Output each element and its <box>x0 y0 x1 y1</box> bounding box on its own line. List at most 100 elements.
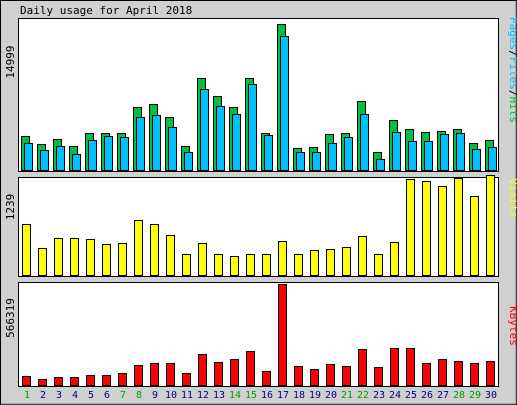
bar-kbytes-day-29 <box>470 363 479 386</box>
day-label-22: 22 <box>357 390 369 401</box>
bar-files-day-21 <box>344 137 353 171</box>
ymax-label-pages-files-hits: 14999 <box>4 45 17 78</box>
bar-kbytes-day-19 <box>310 369 319 386</box>
day-label-30: 30 <box>485 390 497 401</box>
bar-kbytes-day-28 <box>454 361 463 386</box>
bar-kbytes-day-22 <box>358 349 367 386</box>
series-label-part: Files <box>507 57 517 90</box>
series-label-part: Visits <box>507 178 517 218</box>
bar-files-day-20 <box>328 143 337 171</box>
bar-kbytes-day-8 <box>134 365 143 386</box>
bar-kbytes-day-4 <box>70 377 79 386</box>
bar-files-day-19 <box>312 152 321 171</box>
series-label-part: Hits <box>507 97 517 124</box>
day-label-6: 6 <box>104 390 110 401</box>
bar-files-day-26 <box>424 141 433 171</box>
bar-files-day-27 <box>440 134 449 171</box>
bar-kbytes-day-30 <box>486 361 495 386</box>
day-label-21: 21 <box>341 390 353 401</box>
day-label-7: 7 <box>120 390 126 401</box>
bar-visits-day-12 <box>198 243 207 276</box>
series-label-part: / <box>507 90 517 97</box>
day-label-12: 12 <box>197 390 209 401</box>
bar-files-day-22 <box>360 114 369 171</box>
bar-visits-day-20 <box>326 249 335 276</box>
bar-kbytes-day-10 <box>166 363 175 386</box>
bar-files-day-17 <box>280 36 289 171</box>
bar-files-day-13 <box>216 106 225 171</box>
day-label-26: 26 <box>421 390 433 401</box>
bar-kbytes-day-1 <box>22 376 31 386</box>
day-label-25: 25 <box>405 390 417 401</box>
bar-visits-day-4 <box>70 238 79 276</box>
ymax-label-kbytes: 566319 <box>4 298 17 338</box>
series-label-part: KBytes <box>507 306 517 346</box>
bar-kbytes-day-11 <box>182 373 191 386</box>
bar-kbytes-day-2 <box>38 379 47 386</box>
day-label-4: 4 <box>72 390 78 401</box>
panel-kbytes <box>18 282 499 387</box>
day-label-19: 19 <box>309 390 321 401</box>
bar-kbytes-day-6 <box>102 375 111 386</box>
bar-kbytes-day-7 <box>118 373 127 386</box>
day-label-17: 17 <box>277 390 289 401</box>
bar-files-day-12 <box>200 89 209 171</box>
bar-files-day-18 <box>296 152 305 171</box>
day-label-2: 2 <box>40 390 46 401</box>
bar-files-day-4 <box>72 154 81 171</box>
bar-visits-day-11 <box>182 254 191 276</box>
bars-layer <box>21 24 497 386</box>
series-label-kbytes: KBytes <box>507 306 517 346</box>
bar-kbytes-day-16 <box>262 371 271 386</box>
bar-visits-day-28 <box>454 178 463 276</box>
bar-files-day-29 <box>472 149 481 171</box>
bar-visits-day-19 <box>310 250 319 276</box>
panel-pages-files-hits <box>18 18 499 172</box>
panel-visits <box>18 177 499 277</box>
bar-files-day-8 <box>136 117 145 171</box>
series-label-visits: Visits <box>507 178 517 218</box>
bar-files-day-5 <box>88 140 97 171</box>
day-label-20: 20 <box>325 390 337 401</box>
labels-layer: 14999Pages/Files/Hits1239Visits566319KBy… <box>4 17 517 401</box>
bar-files-day-28 <box>456 133 465 171</box>
day-label-24: 24 <box>389 390 401 401</box>
bar-visits-day-18 <box>294 254 303 276</box>
bar-kbytes-day-14 <box>230 359 239 386</box>
ymax-label-visits: 1239 <box>4 194 17 221</box>
bar-files-day-16 <box>264 135 273 171</box>
day-label-29: 29 <box>469 390 481 401</box>
bar-files-day-24 <box>392 132 401 171</box>
bar-kbytes-day-25 <box>406 348 415 386</box>
day-label-1: 1 <box>24 390 30 401</box>
bar-files-day-3 <box>56 146 65 171</box>
bar-visits-day-16 <box>262 254 271 276</box>
bar-files-day-9 <box>152 115 161 171</box>
bar-visits-day-30 <box>486 175 495 276</box>
bar-visits-day-15 <box>246 254 255 276</box>
bar-visits-day-29 <box>470 196 479 276</box>
day-label-9: 9 <box>152 390 158 401</box>
bar-files-day-15 <box>248 84 257 171</box>
day-label-14: 14 <box>229 390 241 401</box>
day-label-27: 27 <box>437 390 449 401</box>
bar-kbytes-day-5 <box>86 375 95 386</box>
bar-kbytes-day-24 <box>390 348 399 386</box>
day-label-28: 28 <box>453 390 465 401</box>
day-label-5: 5 <box>88 390 94 401</box>
bar-visits-day-1 <box>22 224 31 276</box>
bar-visits-day-25 <box>406 179 415 276</box>
bar-files-day-1 <box>24 143 33 171</box>
bar-visits-day-9 <box>150 224 159 276</box>
series-label-part: / <box>507 50 517 57</box>
bar-visits-day-3 <box>54 238 63 276</box>
bar-kbytes-day-17 <box>278 284 287 386</box>
day-label-11: 11 <box>181 390 193 401</box>
bar-kbytes-day-21 <box>342 366 351 386</box>
bar-visits-day-7 <box>118 243 127 276</box>
bar-files-day-2 <box>40 150 49 171</box>
day-label-3: 3 <box>56 390 62 401</box>
day-label-13: 13 <box>213 390 225 401</box>
chart-title: Daily usage for April 2018 <box>20 4 192 17</box>
